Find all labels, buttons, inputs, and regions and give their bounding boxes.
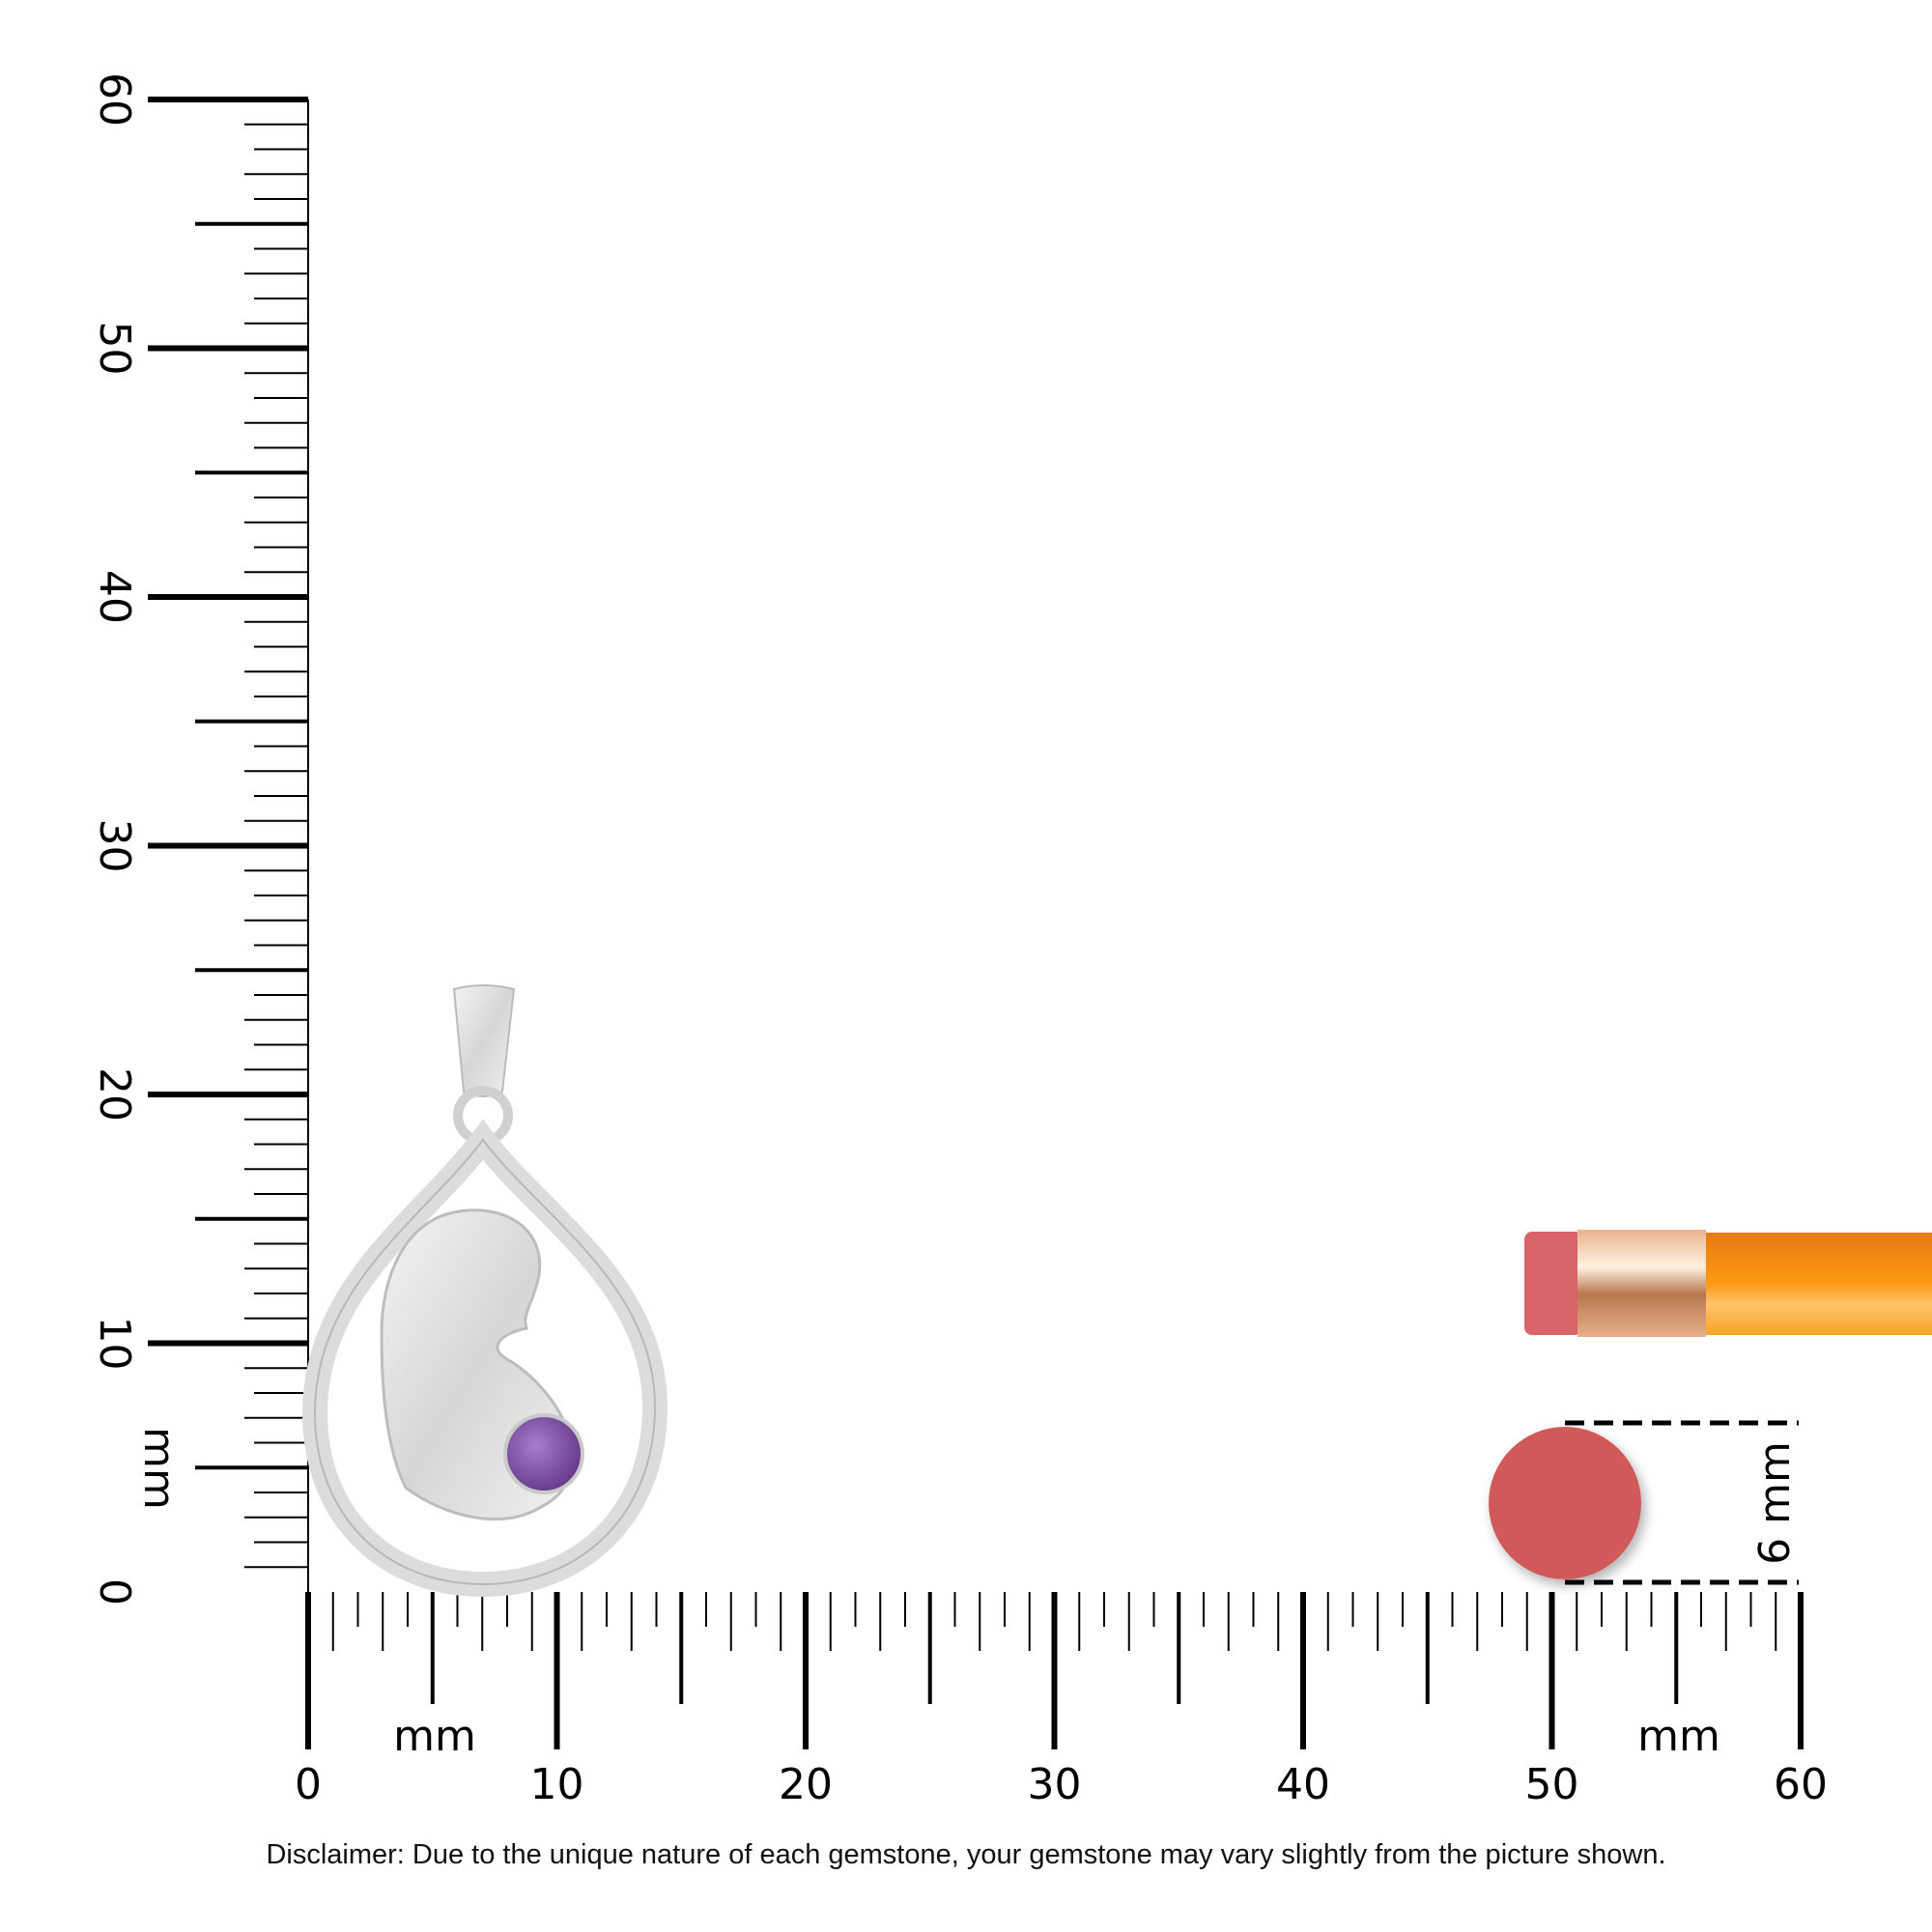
gemstone: [503, 1413, 584, 1494]
vertical-scale-label: 20: [90, 1067, 139, 1122]
pencil-image: [1524, 1230, 1932, 1337]
horizontal-scale-label: 60: [1774, 1760, 1828, 1809]
horizontal-scale-label: 10: [530, 1760, 584, 1809]
vertical-scale-label: 10: [90, 1317, 139, 1371]
vertical-scale-label: 0: [90, 1578, 139, 1605]
horizontal-unit-label-left: mm: [393, 1712, 476, 1761]
ruler-ticks: [148, 97, 1804, 1749]
vertical-scale-label: 60: [90, 72, 139, 127]
vertical-unit-label: mm: [134, 1427, 184, 1510]
eraser-reference-circle: [1489, 1427, 1641, 1579]
pencil-body: [1706, 1233, 1932, 1335]
horizontal-scale-label: 40: [1276, 1760, 1330, 1809]
horizontal-scale-label: 30: [1028, 1760, 1082, 1809]
vertical-scale-label: 50: [90, 322, 139, 376]
disclaimer-text: Disclaimer: Due to the unique nature of …: [266, 1839, 1666, 1870]
pendant-bail: [452, 984, 516, 1097]
pencil-eraser: [1524, 1232, 1582, 1335]
pencil-ferrule: [1577, 1230, 1706, 1337]
horizontal-unit-label-right: mm: [1637, 1712, 1720, 1761]
pendant-image: [301, 984, 668, 1598]
vertical-scale-label: 30: [90, 819, 139, 873]
vertical-scale-label: 40: [90, 570, 139, 624]
eraser-size-label: 6 mm: [1750, 1441, 1800, 1565]
horizontal-scale-label: 50: [1525, 1760, 1579, 1809]
horizontal-scale-label: 20: [779, 1760, 833, 1809]
horizontal-scale-label: 0: [295, 1760, 322, 1809]
